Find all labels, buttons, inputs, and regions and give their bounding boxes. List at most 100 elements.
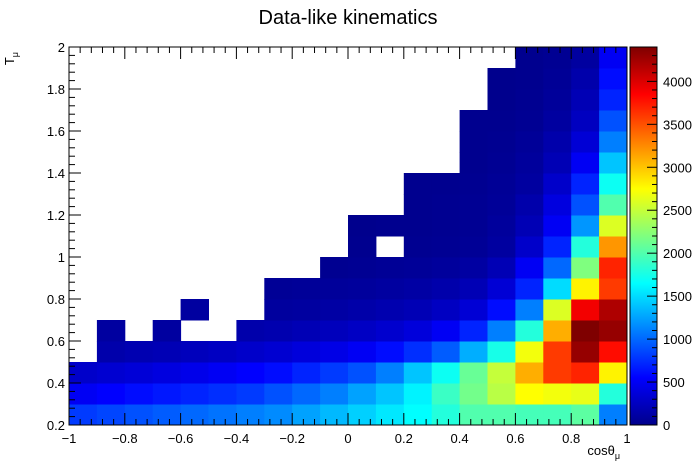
colorbar-tick-label: 3000 bbox=[663, 160, 692, 175]
heatmap-cell bbox=[431, 194, 461, 216]
heatmap-cell bbox=[487, 362, 516, 384]
heatmap-cell bbox=[348, 257, 377, 279]
heatmap-cell bbox=[487, 257, 516, 279]
heatmap-cell bbox=[459, 257, 488, 279]
heatmap-cell bbox=[515, 383, 544, 405]
heatmap-cell bbox=[348, 341, 377, 363]
heatmap-cell bbox=[403, 173, 433, 195]
heatmap-cell bbox=[375, 215, 405, 237]
heatmap-cell bbox=[459, 383, 488, 405]
heatmap-cell bbox=[180, 341, 209, 363]
colorbar-tick-label: 2500 bbox=[663, 203, 692, 218]
heatmap-cell bbox=[431, 320, 461, 342]
heatmap-cell bbox=[515, 173, 544, 195]
heatmap-cell bbox=[599, 173, 628, 195]
heatmap-cell bbox=[69, 404, 98, 426]
heatmap-cell bbox=[264, 278, 293, 300]
heatmap-cell bbox=[96, 404, 126, 426]
heatmap-cell bbox=[236, 362, 265, 384]
heatmap-cell bbox=[208, 341, 237, 363]
heatmap-cell bbox=[292, 299, 321, 321]
heatmap-cell bbox=[543, 383, 572, 405]
heatmap-cell bbox=[403, 215, 433, 237]
heatmap-cell bbox=[571, 257, 600, 279]
heatmap-cell bbox=[208, 404, 237, 426]
y-tick-label: 1.6 bbox=[47, 124, 65, 139]
x-tick-label: −1 bbox=[62, 431, 77, 446]
heatmap-cell bbox=[431, 173, 461, 195]
x-tick-label: 0.4 bbox=[451, 431, 469, 446]
heatmap-cell bbox=[236, 404, 265, 426]
heatmap-cell bbox=[571, 68, 600, 90]
y-tick-label: 1.8 bbox=[47, 82, 65, 97]
heatmap-cell bbox=[459, 215, 488, 237]
heatmap-cell bbox=[375, 362, 405, 384]
heatmap-cell bbox=[375, 257, 405, 279]
y-tick-label: 0.6 bbox=[47, 334, 65, 349]
heatmap-cell bbox=[348, 404, 377, 426]
heatmap-cell bbox=[487, 68, 516, 90]
y-tick-label: 1.4 bbox=[47, 166, 65, 181]
heatmap-cell bbox=[599, 341, 628, 363]
heatmap-cell bbox=[375, 320, 405, 342]
heatmap-cell bbox=[487, 320, 516, 342]
heatmap-cell bbox=[375, 341, 405, 363]
heatmap-cell bbox=[599, 320, 628, 342]
heatmap-cell bbox=[348, 278, 377, 300]
heatmap-cell bbox=[599, 68, 628, 90]
heatmap-cell bbox=[543, 320, 572, 342]
heatmap-cell bbox=[348, 320, 377, 342]
heatmap-cell bbox=[180, 383, 209, 405]
y-axis-label: Tμ bbox=[2, 52, 20, 65]
heatmap-cell bbox=[515, 299, 544, 321]
heatmap-cell bbox=[124, 383, 154, 405]
heatmap-cell bbox=[403, 299, 433, 321]
heatmap-cell bbox=[459, 194, 488, 216]
heatmap-cell bbox=[543, 68, 572, 90]
heatmap-cell bbox=[459, 278, 488, 300]
heatmap-cell bbox=[571, 383, 600, 405]
heatmap-cell bbox=[320, 278, 349, 300]
x-tick-label: 0.6 bbox=[506, 431, 524, 446]
x-tick-label: −0.6 bbox=[168, 431, 194, 446]
heatmap-cell bbox=[543, 173, 572, 195]
x-tick-label: −0.4 bbox=[224, 431, 250, 446]
heatmap-cell bbox=[543, 89, 572, 111]
colorbar-tick-label: 0 bbox=[663, 418, 670, 433]
heatmap-cell bbox=[515, 152, 544, 174]
heatmap-cell bbox=[292, 341, 321, 363]
heatmap-cell bbox=[487, 341, 516, 363]
heatmap-cell bbox=[599, 257, 628, 279]
heatmap-cell bbox=[152, 383, 182, 405]
heatmap-cell bbox=[403, 362, 433, 384]
heatmap-cell bbox=[599, 152, 628, 174]
heatmap-cell bbox=[515, 68, 544, 90]
heatmap-cell bbox=[459, 110, 488, 132]
heatmap-cell bbox=[348, 362, 377, 384]
heatmap-cell bbox=[320, 320, 349, 342]
heatmap-cell bbox=[543, 110, 572, 132]
heatmap-cell bbox=[375, 383, 405, 405]
heatmap-cell bbox=[403, 404, 433, 426]
heatmap-cell bbox=[431, 278, 461, 300]
heatmap-cell bbox=[515, 362, 544, 384]
heatmap-cell bbox=[487, 194, 516, 216]
heatmap-cell bbox=[320, 404, 349, 426]
heatmap-cell bbox=[543, 362, 572, 384]
heatmap-cell bbox=[571, 131, 600, 153]
heatmap-cell bbox=[292, 383, 321, 405]
heatmap-cell bbox=[236, 341, 265, 363]
heatmap-cell bbox=[403, 278, 433, 300]
heatmap-cell bbox=[124, 362, 154, 384]
heatmap-cell bbox=[599, 404, 628, 426]
heatmap-cell bbox=[543, 152, 572, 174]
heatmap-cell bbox=[292, 362, 321, 384]
heatmap-cell bbox=[487, 110, 516, 132]
heatmap-cell bbox=[208, 362, 237, 384]
colorbar-tick-label: 1000 bbox=[663, 332, 692, 347]
x-tick-label: 0.2 bbox=[395, 431, 413, 446]
y-axis: 0.2 0.4 0.6 0.8 1 1.2 1.4 1.6 1.8 2 bbox=[47, 40, 81, 433]
x-axis-label: cosθμ bbox=[587, 443, 620, 461]
x-tick-label: 0 bbox=[344, 431, 351, 446]
heatmap-cell bbox=[515, 320, 544, 342]
